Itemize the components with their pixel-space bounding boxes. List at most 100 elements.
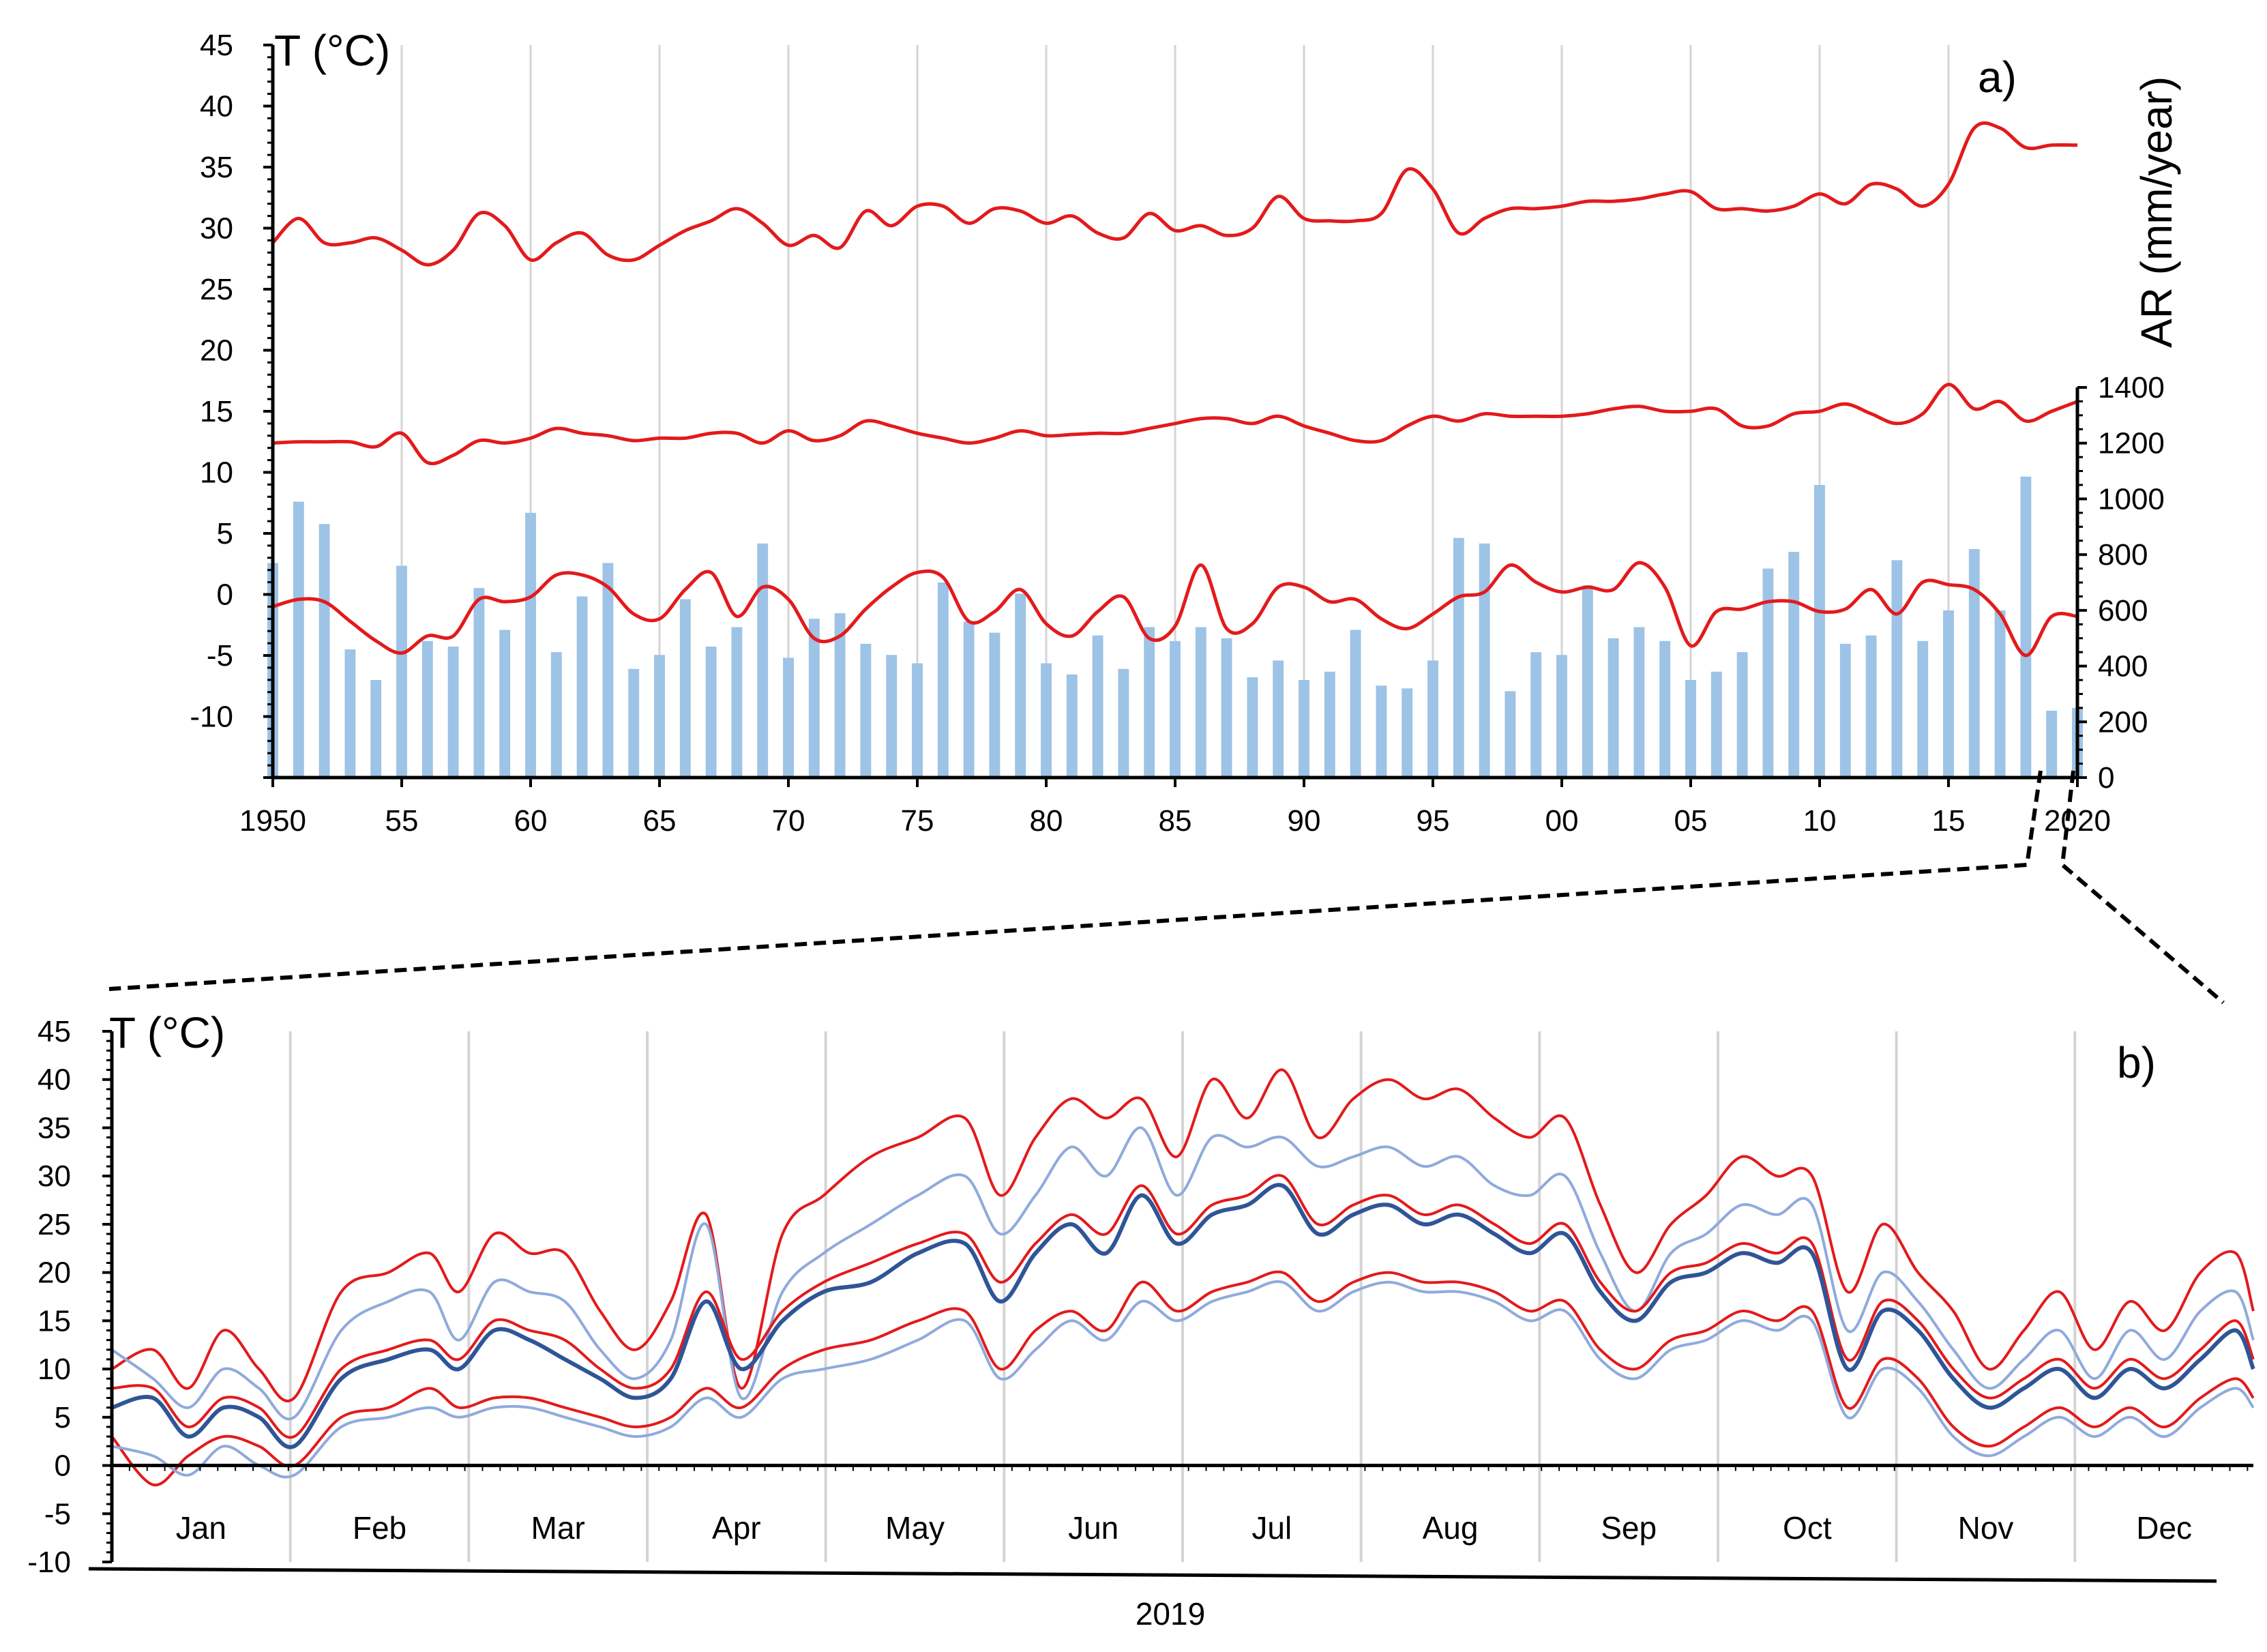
- a-left-tick-label: 30: [200, 212, 233, 246]
- a-left-tick-label: 0: [217, 578, 233, 612]
- ar-bar: [1582, 585, 1593, 778]
- b-y-tick-label: 15: [38, 1304, 71, 1338]
- ar-bar: [1505, 691, 1516, 778]
- ar-bar: [1453, 537, 1464, 778]
- month-label: Jan: [176, 1510, 226, 1546]
- ar-bar: [679, 599, 691, 778]
- ar-bar: [447, 646, 459, 778]
- a-left-tick-label: 20: [200, 334, 233, 368]
- a-x-tick-label: 95: [1417, 804, 1450, 838]
- panel-a-left-tick-labels: 45 40 35 30 25 20 15 10 5 0 -5 -10: [190, 29, 233, 734]
- ar-bar: [886, 655, 898, 778]
- month-label: Sep: [1601, 1510, 1657, 1546]
- zoom-connector: [108, 770, 2225, 1005]
- ar-bar: [1736, 652, 1748, 778]
- temperature-line-t-mean: [272, 383, 2078, 466]
- panel-b-x-axis-title: 2019: [1136, 1596, 1205, 1632]
- ar-bar: [1556, 655, 1567, 778]
- ar-bar: [1273, 660, 1284, 778]
- a-x-tick-label: 70: [772, 804, 805, 838]
- panel-a-y-axis-title: T (°C): [274, 26, 390, 75]
- ar-bar: [1066, 674, 1078, 778]
- ar-bar: [2020, 476, 2032, 778]
- b-y-tick-label: 5: [55, 1401, 71, 1434]
- ar-bar: [1994, 610, 2006, 778]
- panel-a-bars: [267, 476, 2083, 778]
- daily-line-tmin-red: [110, 1270, 2255, 1486]
- a-left-tick-label: -10: [190, 700, 233, 734]
- panel-b-label: b): [2117, 1038, 2156, 1087]
- panel-b-y-axis-title: T (°C): [109, 1008, 225, 1057]
- panel-a-lines: [271, 121, 2078, 658]
- ar-bar: [654, 655, 665, 778]
- b-bottom-rule: [88, 1567, 2217, 1583]
- a-x-tick-label: 75: [901, 804, 934, 838]
- ar-bar: [1195, 627, 1206, 778]
- ar-bar: [1170, 640, 1181, 778]
- ar-bar: [1479, 543, 1490, 778]
- ar-bar: [1221, 638, 1232, 778]
- a-x-tick-label: 05: [1674, 804, 1708, 838]
- daily-line-tmin-light-blue: [111, 1280, 2255, 1479]
- ar-bar: [421, 640, 433, 778]
- a-x-tick-label: 00: [1545, 804, 1579, 838]
- month-label: May: [885, 1510, 945, 1546]
- a-right-tick-label: 1200: [2098, 427, 2165, 460]
- ar-bar: [370, 680, 382, 778]
- ar-bar: [602, 563, 614, 778]
- ar-bar: [1092, 635, 1103, 778]
- a-left-tick-label: 15: [200, 395, 233, 428]
- ar-bar: [1968, 548, 1980, 778]
- ar-bar: [808, 619, 820, 778]
- month-label: Oct: [1783, 1510, 1832, 1546]
- ar-bar: [1015, 593, 1026, 778]
- ar-bar: [1041, 663, 1052, 778]
- a-left-tick-label: -5: [207, 639, 233, 673]
- b-y-tick-label: -10: [27, 1546, 71, 1579]
- ar-bar: [2046, 710, 2058, 778]
- a-x-tick-label: 2020: [2044, 804, 2111, 838]
- a-right-tick-label: 1000: [2098, 482, 2165, 516]
- temperature-line-t-max: [271, 121, 2078, 267]
- a-x-tick-label: 90: [1288, 804, 1321, 838]
- ar-bar: [1118, 668, 1129, 778]
- ar-bar: [1530, 652, 1542, 778]
- a-x-tick-label: 65: [643, 804, 677, 838]
- a-x-tick-label: 10: [1803, 804, 1837, 838]
- ar-bar: [1917, 640, 1929, 778]
- panel-a-axes: [263, 44, 2087, 787]
- b-y-tick-label: 35: [38, 1111, 71, 1145]
- panel-a-right-tick-labels: 1400 1200 1000 800 600 400 200 0: [2098, 371, 2165, 795]
- a-x-tick-label: 15: [1932, 804, 1966, 838]
- month-label: Nov: [1958, 1510, 2014, 1546]
- ar-bar: [757, 543, 769, 778]
- b-y-tick-label: 45: [38, 1015, 71, 1048]
- ar-bar: [1762, 568, 1774, 778]
- ar-bar: [963, 621, 975, 778]
- a-left-tick-label: 25: [200, 273, 233, 306]
- month-label: Jun: [1068, 1510, 1118, 1546]
- ar-bar: [705, 646, 717, 778]
- ar-bar: [1659, 640, 1671, 778]
- a-x-tick-label: 80: [1030, 804, 1063, 838]
- ar-bar: [1350, 630, 1361, 778]
- panel-b-y-tick-labels: 45 40 35 30 25 20 15 10 5 0 -5 -10: [27, 1015, 71, 1579]
- a-right-tick-label: 200: [2098, 705, 2148, 739]
- b-y-tick-label: 25: [38, 1208, 71, 1241]
- ar-bar: [1788, 552, 1800, 778]
- ar-bar: [1891, 560, 1903, 778]
- a-right-tick-label: 600: [2098, 594, 2148, 628]
- a-x-tick-label: 85: [1159, 804, 1192, 838]
- ar-bar: [499, 630, 511, 778]
- a-x-tick-label: 60: [514, 804, 548, 838]
- panel-b-gridlines: [288, 1031, 2077, 1562]
- daily-line-tmean-red: [111, 1174, 2255, 1439]
- ar-bar: [550, 652, 562, 778]
- ar-bar: [937, 582, 949, 778]
- panel-b-lines: [110, 1068, 2255, 1486]
- ar-bar: [1814, 485, 1825, 778]
- ar-bar: [1710, 671, 1722, 778]
- ar-bar: [1144, 627, 1155, 778]
- daily-line-tmean-dark-blue: [111, 1183, 2255, 1449]
